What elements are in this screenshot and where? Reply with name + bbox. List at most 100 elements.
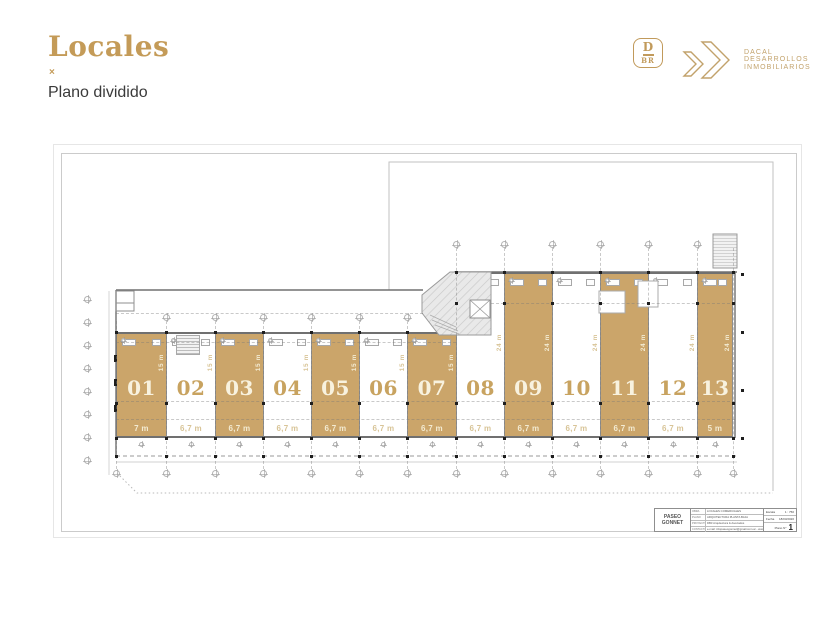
grid-bubble xyxy=(259,469,268,478)
column-marker xyxy=(214,331,217,334)
column-marker xyxy=(115,402,118,405)
column-marker xyxy=(732,437,735,440)
column-marker xyxy=(599,402,602,405)
sheet-number-row: Plano N° 1 xyxy=(764,523,796,532)
column-marker xyxy=(455,302,458,305)
door-tick xyxy=(114,379,117,386)
unit-width-label: 6,7 m xyxy=(662,424,684,433)
grid-bubble xyxy=(452,469,461,478)
page-title: Locales xyxy=(48,30,170,63)
column-marker xyxy=(165,402,168,405)
unit-07: 07 15 m 6,7 m xyxy=(407,332,456,438)
grid-bubble xyxy=(508,277,515,284)
unit-number: 04 xyxy=(273,376,302,400)
grid-line xyxy=(491,303,735,304)
dacal-logo-text: DACAL DESARROLLOS INMOBILIARIOS xyxy=(744,49,811,72)
unit-depth-label: 24 m xyxy=(592,334,599,352)
title-block-row-value: ARQUITECTURA PLANTA BAJA xyxy=(707,515,748,519)
grid-bubble xyxy=(219,337,226,344)
date-label: Fecha xyxy=(766,517,775,521)
grid-line xyxy=(600,248,601,469)
column-marker xyxy=(696,455,699,458)
column-marker xyxy=(741,331,744,334)
column-marker xyxy=(551,302,554,305)
title-block-row-label: PLANO xyxy=(691,515,706,520)
title-block-brand: PASEO GONNET xyxy=(655,509,691,531)
column-marker xyxy=(310,455,313,458)
title-block-row-value: LOCALES COMERCIALES xyxy=(707,509,742,513)
grid-bubble xyxy=(712,441,719,448)
unit-width-label: 6,7 m xyxy=(565,424,588,433)
column-marker xyxy=(310,402,313,405)
column-marker xyxy=(115,437,118,440)
unit-width-label: 6,7 m xyxy=(228,424,251,433)
unit-number: 13 xyxy=(700,376,730,400)
date-value: 18/03/2020 xyxy=(778,517,794,521)
grid-bubble xyxy=(83,318,92,327)
grid-bubble xyxy=(259,313,268,322)
scale-value: 1 : 750 xyxy=(784,510,794,514)
grid-line xyxy=(456,248,457,469)
grid-line xyxy=(116,313,423,314)
column-marker xyxy=(214,402,217,405)
column-marker xyxy=(503,271,506,274)
grid-line xyxy=(166,321,167,469)
grid-bubble xyxy=(604,277,611,284)
grid-bubble xyxy=(355,313,364,322)
unit-12: 12 24 m 6,7 m xyxy=(648,272,697,438)
grid-bubble xyxy=(477,441,484,448)
column-marker xyxy=(503,437,506,440)
title-block-row-label: CONTACTO xyxy=(692,527,706,532)
dbr-logo-d: D xyxy=(642,40,654,55)
sink-symbol xyxy=(586,279,595,286)
column-marker xyxy=(732,402,735,405)
grid-line xyxy=(215,321,216,469)
grid-bubble xyxy=(693,469,702,478)
grid-bubble xyxy=(162,313,171,322)
title-block-meta: Escala 1 : 750 Fecha 18/03/2020 Plano N°… xyxy=(764,509,796,532)
unit-depth-label: 15 m xyxy=(207,354,214,372)
grid-bubble xyxy=(83,456,92,465)
grid-bubble xyxy=(284,441,291,448)
column-marker xyxy=(358,331,361,334)
grid-line xyxy=(648,248,649,469)
unit-depth-label: 24 m xyxy=(544,334,551,352)
grid-line xyxy=(116,342,456,343)
dacal-line-2: DESARROLLOS xyxy=(744,56,809,64)
unit-depth-label: 15 m xyxy=(158,354,165,372)
column-marker xyxy=(310,331,313,334)
unit-depth-label: 24 m xyxy=(689,334,696,352)
sink-symbol xyxy=(683,279,692,286)
unit-number: 01 xyxy=(127,376,156,400)
unit-number: 07 xyxy=(417,376,447,400)
column-marker xyxy=(214,455,217,458)
column-marker xyxy=(358,455,361,458)
column-marker xyxy=(406,331,409,334)
title-block: PASEO GONNET OBRA LOCALES COMERCIALES PLAN… xyxy=(654,508,797,532)
page-subtitle: Plano dividido xyxy=(48,84,148,101)
grid-bubble xyxy=(120,337,127,344)
grid-bubble xyxy=(548,240,557,249)
grid-bubble xyxy=(162,469,171,478)
unit-number: 12 xyxy=(658,376,688,400)
sheet-frame xyxy=(61,153,797,532)
unit-width-label: 5 m xyxy=(707,424,723,433)
grid-bubble xyxy=(83,295,92,304)
grid-bubble xyxy=(355,469,364,478)
column-marker xyxy=(732,455,735,458)
column-marker xyxy=(647,455,650,458)
sink-symbol xyxy=(345,339,354,346)
dbr-logo: D BR xyxy=(633,38,663,68)
column-marker xyxy=(599,302,602,305)
column-marker xyxy=(503,455,506,458)
column-marker xyxy=(165,331,168,334)
grid-line xyxy=(116,419,735,420)
column-marker xyxy=(551,402,554,405)
column-marker xyxy=(455,402,458,405)
sink-symbol xyxy=(718,279,727,286)
unit-number: 03 xyxy=(225,376,254,400)
unit-depth-label: 15 m xyxy=(255,354,262,372)
grid-bubble xyxy=(525,441,532,448)
sheet-number-value: 1 xyxy=(788,523,793,532)
